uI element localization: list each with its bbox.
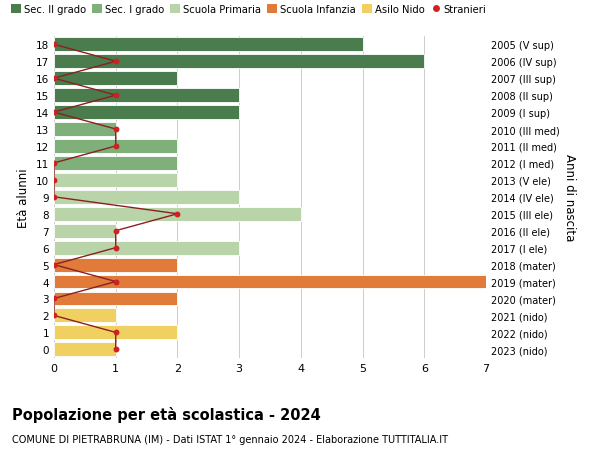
Bar (54, 174, 178, 187)
Point (49, 41, 59, 49)
Bar (54, 89, 239, 103)
Bar (54, 157, 178, 170)
Point (49, 312, 59, 319)
Bar (54, 123, 116, 137)
Bar (54, 342, 116, 357)
Bar (54, 190, 239, 204)
Text: Popolazione per età scolastica - 2024: Popolazione per età scolastica - 2024 (12, 406, 321, 422)
Bar (54, 106, 239, 120)
Point (111, 278, 121, 285)
Bar (54, 326, 178, 340)
Y-axis label: Anni di nascita: Anni di nascita (563, 154, 576, 241)
Bar (54, 207, 301, 221)
Bar (54, 258, 178, 272)
Point (49, 160, 59, 167)
Bar (54, 292, 178, 306)
Point (111, 126, 121, 134)
Point (111, 58, 121, 66)
Bar (54, 55, 424, 69)
Bar (54, 140, 178, 154)
Point (111, 228, 121, 235)
Bar (54, 275, 486, 289)
Point (111, 245, 121, 252)
Point (49, 177, 59, 184)
Point (49, 194, 59, 201)
Bar (54, 309, 116, 323)
Point (49, 261, 59, 269)
Point (111, 329, 121, 336)
Point (49, 295, 59, 302)
Point (111, 346, 121, 353)
Point (111, 143, 121, 150)
Bar (54, 241, 239, 255)
Point (173, 211, 182, 218)
Point (49, 109, 59, 117)
Legend: Sec. II grado, Sec. I grado, Scuola Primaria, Scuola Infanzia, Asilo Nido, Stran: Sec. II grado, Sec. I grado, Scuola Prim… (11, 5, 487, 15)
Y-axis label: Età alunni: Età alunni (17, 168, 31, 227)
Text: COMUNE DI PIETRABRUNA (IM) - Dati ISTAT 1° gennaio 2024 - Elaborazione TUTTITALI: COMUNE DI PIETRABRUNA (IM) - Dati ISTAT … (12, 434, 448, 444)
Bar (54, 72, 178, 86)
Bar (54, 38, 362, 52)
Bar (54, 224, 116, 238)
Point (49, 75, 59, 83)
Point (111, 92, 121, 100)
